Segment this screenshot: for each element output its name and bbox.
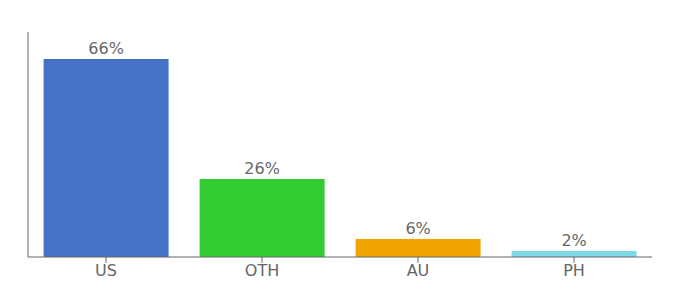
svg-text:66%: 66%	[88, 39, 124, 58]
svg-text:AU: AU	[407, 261, 430, 280]
svg-text:6%: 6%	[405, 219, 430, 238]
svg-text:PH: PH	[563, 261, 585, 280]
svg-text:2%: 2%	[561, 231, 586, 250]
svg-text:US: US	[95, 261, 117, 280]
svg-text:OTH: OTH	[245, 261, 279, 280]
svg-text:26%: 26%	[244, 159, 280, 178]
